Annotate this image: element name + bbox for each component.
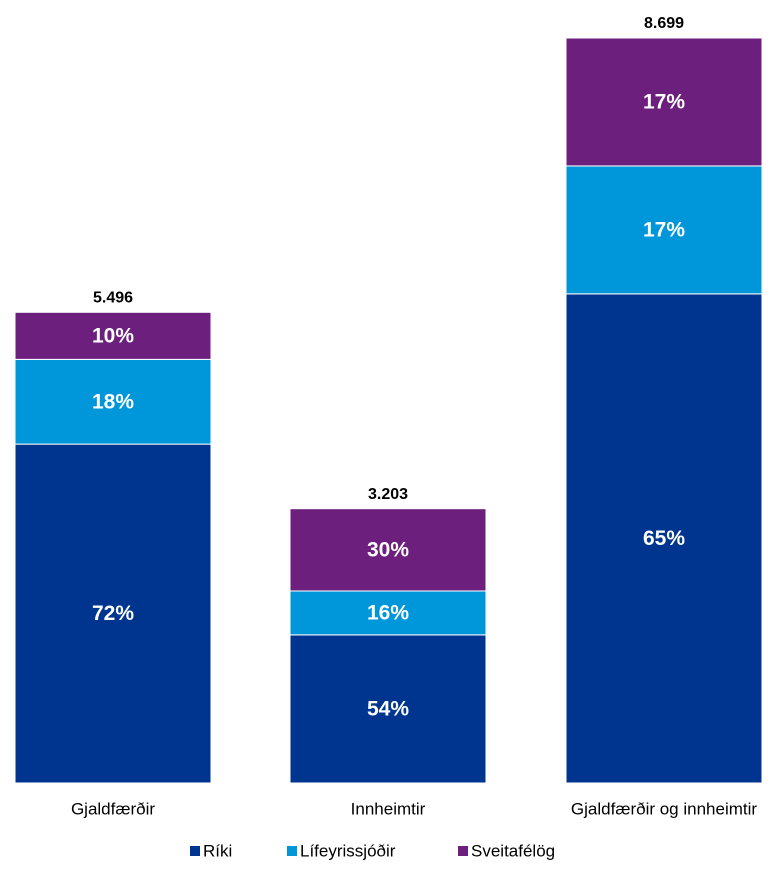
- bar-segment: [14, 443, 212, 784]
- segment-label: 72%: [92, 602, 134, 625]
- legend-swatch: [458, 846, 468, 856]
- x-tick-label: Gjaldfærðir: [71, 799, 155, 818]
- legend-label: Ríki: [203, 841, 232, 860]
- bar-segment: [565, 293, 763, 784]
- bar-segment: [14, 311, 212, 360]
- bar-segment: [565, 165, 763, 295]
- legend-swatch: [190, 846, 200, 856]
- x-tick-label: Innheimtir: [351, 799, 426, 818]
- legend-label: Lífeyrissjóðir: [300, 841, 396, 860]
- bar-segment: [289, 634, 487, 784]
- bar-segment: [289, 508, 487, 592]
- total-label: 8.699: [644, 15, 684, 32]
- segment-label: 65%: [643, 527, 685, 550]
- segment-label: 10%: [92, 324, 134, 347]
- legend-label: Sveitafélög: [471, 841, 555, 860]
- total-label: 3.203: [368, 486, 408, 503]
- segment-label: 17%: [643, 91, 685, 114]
- segment-label: 54%: [367, 697, 409, 720]
- total-label: 5.496: [93, 290, 133, 307]
- bar-segment: [14, 358, 212, 445]
- legend-swatch: [287, 846, 297, 856]
- segment-label: 18%: [92, 390, 134, 413]
- segment-label: 30%: [367, 538, 409, 561]
- bar-segment: [565, 37, 763, 167]
- segment-label: 16%: [367, 601, 409, 624]
- bar-segment: [289, 590, 487, 636]
- segment-label: 17%: [643, 218, 685, 241]
- x-tick-label: Gjaldfærðir og innheimtir: [571, 799, 757, 818]
